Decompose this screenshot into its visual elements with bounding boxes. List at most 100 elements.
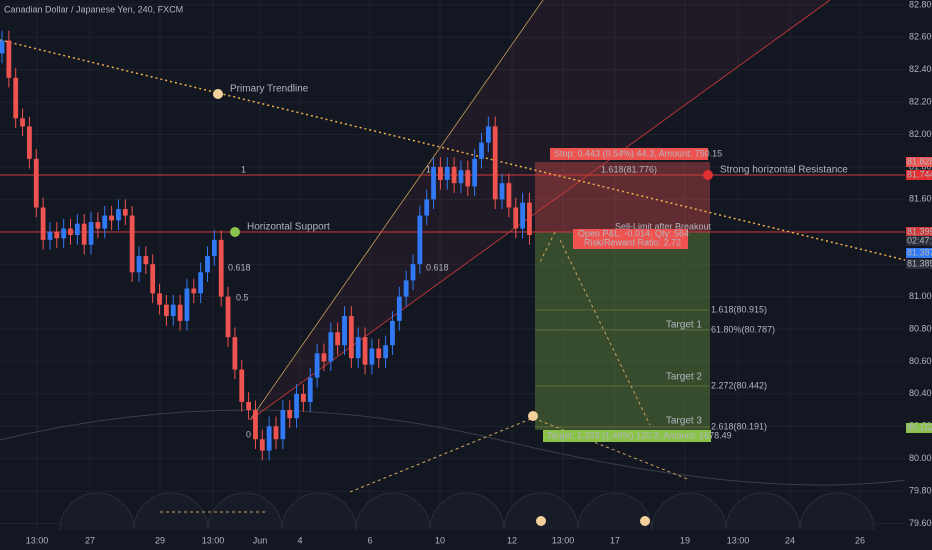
- projection: [160, 231, 691, 513]
- candle-body: [342, 316, 347, 346]
- x-tick-label: 26: [855, 535, 865, 545]
- candle-body: [499, 183, 505, 200]
- candle-body: [205, 256, 210, 273]
- candle-body: [191, 288, 197, 294]
- candle-body: [109, 215, 114, 221]
- annotation: Stop: 0.443 (0.54%) 44.3, Amount: 750.15: [554, 148, 722, 158]
- candle-body: [506, 183, 512, 208]
- y-tick-label: 82.400: [909, 64, 932, 74]
- price-label: 81.385: [907, 258, 932, 268]
- x-tick-label: 17: [610, 535, 620, 545]
- annotation: Target 1: [666, 320, 703, 331]
- candle-body: [301, 393, 306, 402]
- annotation: 1.618(81.776): [601, 164, 657, 174]
- label-box: [550, 148, 708, 160]
- price-label: 80.182: [907, 422, 932, 432]
- price-label-box: [906, 248, 932, 258]
- y-tick-label: 82.000: [909, 129, 932, 139]
- chart-title: Canadian Dollar / Japanese Yen, 240, FXC…: [4, 4, 183, 14]
- candle-body: [417, 215, 423, 265]
- candle-body: [273, 426, 279, 440]
- candle-body: [438, 166, 443, 180]
- x-tick-label: 19: [680, 535, 690, 545]
- annotation: 2.618(80.191): [711, 421, 767, 431]
- candle-body: [390, 320, 395, 346]
- y-tick-label: 80.600: [909, 356, 932, 366]
- candle-body: [122, 209, 128, 216]
- candle-body: [129, 215, 135, 273]
- candle-body: [211, 239, 217, 257]
- candle-body: [362, 337, 368, 365]
- candle-body: [376, 348, 382, 359]
- candle-body: [485, 126, 491, 143]
- annotation: Target: 1.203 (1.46%) 120.3, Amount: 167…: [547, 430, 732, 440]
- candle-body: [61, 228, 67, 239]
- annotation: 0.5: [236, 292, 249, 302]
- x-tick-label: 13:00: [26, 535, 49, 545]
- candle-body: [225, 296, 231, 338]
- price-axis: [905, 0, 932, 550]
- candle-body: [33, 158, 39, 208]
- candle-body: [81, 223, 87, 245]
- candle-body: [328, 332, 334, 362]
- price-label-box: [906, 236, 932, 246]
- annotation: Strong horizontal Resistance: [720, 165, 848, 176]
- x-tick-label: 27: [85, 535, 95, 545]
- annotation: Horizontal Support: [247, 222, 330, 233]
- marker: [213, 89, 223, 99]
- candle-body: [177, 304, 183, 321]
- event-marker[interactable]: [536, 516, 546, 526]
- candle-body: [102, 215, 108, 229]
- target-zone: [535, 232, 710, 430]
- candle-body: [6, 40, 12, 78]
- price-label: 81.399: [907, 226, 932, 236]
- event-marker[interactable]: [640, 516, 650, 526]
- price-label-box: [906, 423, 932, 433]
- y-tick-label: 80.800: [909, 323, 932, 333]
- price-label-box: [906, 259, 932, 269]
- candle-body: [410, 264, 416, 281]
- candle-body: [164, 304, 169, 317]
- annotation: Primary Trendline: [230, 84, 309, 95]
- annotation: Open P&L: -0.014, Qty: 564: [578, 228, 689, 238]
- candle-body: [431, 166, 436, 200]
- candle-body: [143, 256, 149, 265]
- x-tick-label: 10: [435, 535, 445, 545]
- annotation: 0.618: [426, 262, 449, 272]
- primary-trendline: [0, 39, 906, 261]
- candle-body: [13, 77, 19, 119]
- candle-body: [184, 288, 190, 321]
- candle-body: [47, 231, 53, 240]
- price-label-box: [906, 157, 932, 167]
- candle-body: [479, 142, 484, 159]
- candle-body: [88, 222, 94, 245]
- candle-body: [54, 231, 60, 239]
- annotation: 2.272(80.442): [711, 380, 767, 390]
- annotation: Sell-Limit after Breakout: [615, 221, 712, 231]
- annotation: 1: [241, 164, 246, 174]
- x-tick-label: 4: [297, 535, 302, 545]
- candle-body: [444, 166, 450, 180]
- candle-body: [150, 264, 156, 294]
- y-tick-label: 82.800: [909, 0, 932, 9]
- candle-body: [396, 296, 402, 321]
- price-label-box: [906, 227, 932, 237]
- annotation: 1.618(80.915): [711, 304, 767, 314]
- y-tick-label: 82.600: [909, 32, 932, 42]
- y-tick-label: 81.000: [909, 291, 932, 301]
- candle-body: [259, 439, 265, 451]
- candle-body: [321, 353, 327, 362]
- candle-body: [520, 202, 525, 229]
- candle-body: [239, 369, 245, 402]
- candle-body: [424, 199, 430, 216]
- candle-body: [348, 316, 354, 359]
- marker: [528, 411, 538, 421]
- candle-body: [287, 410, 293, 419]
- candle-body: [383, 345, 388, 359]
- marker: [703, 170, 713, 180]
- annotation: Target 2: [666, 372, 703, 383]
- candle-body: [527, 202, 532, 236]
- y-tick-label: 82.200: [909, 96, 932, 106]
- channel-fill: [250, 0, 830, 420]
